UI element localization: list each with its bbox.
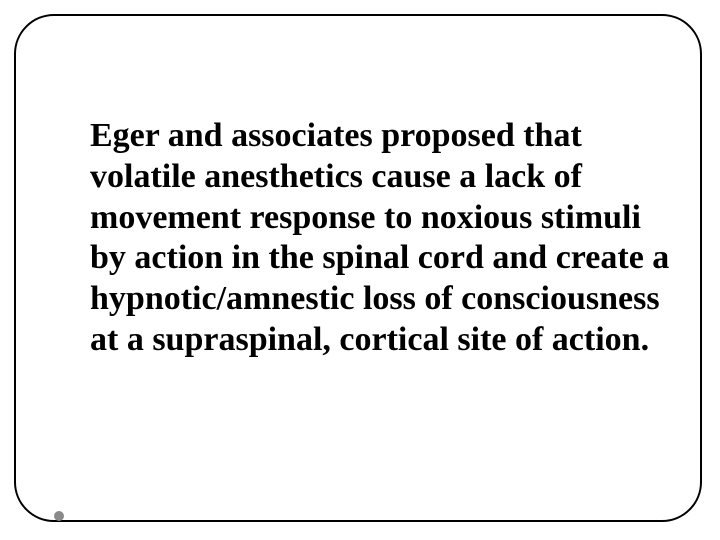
bullet-dot-icon — [54, 511, 64, 521]
slide-frame: Eger and associates proposed that volati… — [14, 14, 702, 522]
body-text: Eger and associates proposed that volati… — [90, 116, 670, 361]
